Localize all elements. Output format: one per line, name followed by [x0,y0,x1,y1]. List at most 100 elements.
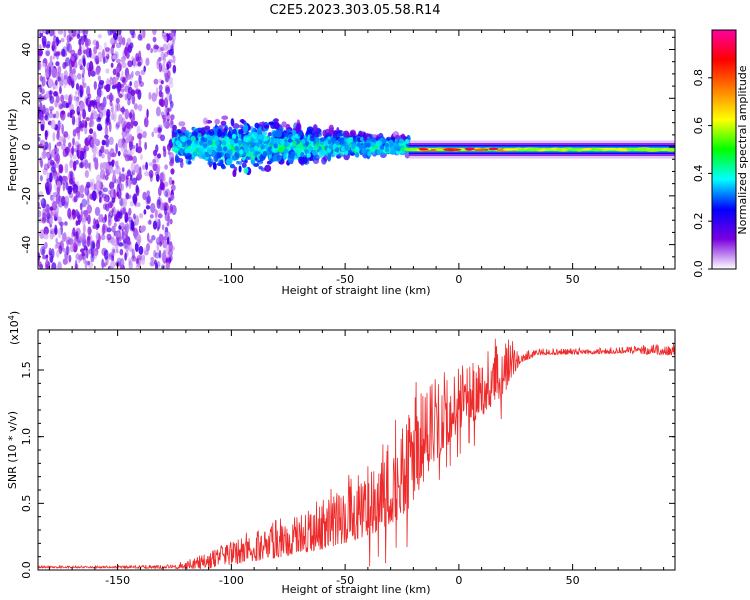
spectrogram-cell [89,193,94,200]
spectrogram-cell [114,103,119,113]
spectrogram-cell [48,182,52,193]
spectrogram-cell [164,99,168,105]
spectrogram-cell [150,48,153,54]
spectrogram-cell [153,127,159,134]
spectrogram-cell [170,194,175,201]
spectrogram-cell [115,248,119,254]
spectrogram-cell [158,84,163,92]
spectrogram-x-tick-label: 50 [566,273,580,286]
spectrogram-cell [221,115,229,120]
spectrogram-cell [57,65,62,75]
spectrogram-cell [300,151,305,158]
spectrogram-cell [75,83,80,91]
spectrogram-cell [137,56,143,66]
spectrogram-y-tick-label: 40 [20,43,33,57]
spectrogram-cell [39,75,44,82]
spectrogram-cell [90,253,95,263]
spectrogram-cell [51,40,56,52]
spectrogram-cell [626,148,635,151]
spectrogram-cell [124,234,129,244]
spectrogram-cell [464,147,475,151]
spectrogram-cell [293,124,297,129]
spectrogram-cell [71,145,75,156]
spectrogram-cell [197,132,202,140]
spectrogram-cell [114,244,119,249]
spectrogram-cell [334,147,340,153]
spectrogram-cell [171,180,175,185]
spectrogram-cell [73,147,79,153]
spectrogram-cell [313,124,317,132]
spectrogram-cell [122,144,126,149]
spectrogram-cell [111,152,117,158]
spectrogram-y-tick-label: -20 [20,187,33,205]
spectrogram-cell [148,162,155,167]
spectrogram-cell [89,178,93,190]
spectrogram-cell [146,194,151,205]
spectrogram-cell [107,215,113,226]
spectrogram-cell [107,151,111,162]
spectrogram-cell [64,175,68,183]
spectrogram-cell [166,236,170,245]
spectrogram-cell [48,30,54,37]
spectrogram-cell [115,143,118,154]
spectrogram-cell [285,123,291,131]
spectrogram-cell [223,146,228,152]
spectrogram-cell [618,148,629,151]
spectrogram-cell [215,140,220,146]
spectrogram-frame [37,29,676,270]
spectrogram-cell [88,47,92,58]
spectrogram-cell [117,138,124,149]
spectrogram-cell [62,258,68,265]
spectrogram-cell [39,174,43,182]
spectrogram-cell [44,241,48,249]
snr-panel: -150 -100 -50 0 50 0.0 0.5 1.0 1.5 Height of str… [6,311,676,596]
spectrogram-cell [207,158,214,165]
spectrogram-cell [41,141,46,150]
spectrogram-cell [76,144,80,150]
spectrogram-cell [301,156,308,164]
snr-x-tick-label: 0 [455,574,462,587]
spectrogram-cell [102,187,108,193]
snr-x-tick-label: 50 [566,574,580,587]
spectrogram-cell [384,147,390,153]
spectrogram-cell [115,165,121,175]
spectrogram-cell [55,193,61,200]
spectrogram-cell [96,117,102,123]
spectrogram-cell [109,202,113,209]
spectrogram-cell [42,75,46,87]
spectrogram-cell [46,152,51,159]
spectrogram-cell [109,76,113,81]
spectrogram-cell [77,240,82,247]
spectrogram-cell [71,115,76,126]
spectrogram-cell [327,153,332,162]
spectrogram-cell [79,35,83,41]
spectrogram-cell [75,116,81,127]
spectrogram-cell [220,120,227,126]
spectrogram-cell [238,160,243,165]
spectrogram-cell [134,70,141,76]
spectrogram-cell [164,232,170,238]
spectrogram-cell [97,75,102,82]
spectrogram-cell [216,152,222,159]
spectrogram-cell [332,134,336,139]
spectrogram-cell [121,167,125,173]
spectrogram-cell [69,243,74,253]
spectrogram-cell [168,255,173,262]
spectrogram-cell [86,236,91,248]
spectrogram-cell [101,49,105,59]
spectrogram-cell [82,149,87,160]
spectrogram-panel: -150 -100 -50 0 50 -40 -20 0 20 40 Height of stra… [6,29,676,297]
spectrogram-cell [159,202,165,211]
spectrogram-cell [63,131,69,138]
spectrogram-cell [284,141,289,148]
spectrogram-cell [146,190,151,196]
spectrogram-cell [116,186,120,193]
spectrogram-cell [92,153,97,162]
spectrogram-cell [128,139,133,151]
spectrogram-cell [176,140,181,146]
spectrogram-cell [58,195,63,202]
spectrogram-cell [78,58,83,67]
spectrogram-cell [132,120,139,127]
spectrogram-cell [96,150,102,158]
spectrogram-cell [251,131,258,139]
